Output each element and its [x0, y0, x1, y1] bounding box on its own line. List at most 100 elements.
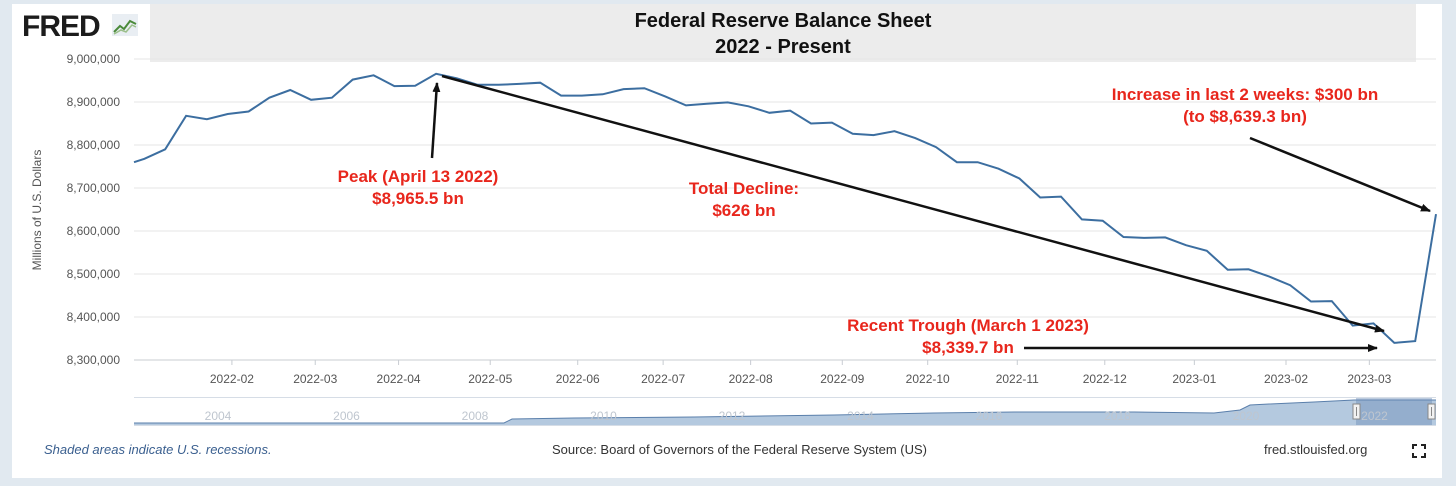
- data-point[interactable]: [601, 92, 605, 96]
- x-axis-ticks: 2022-02 2022-03 2022-04 2022-05 2022-06 2022-…: [210, 360, 1392, 386]
- trend-chart-icon: [112, 14, 138, 36]
- data-point[interactable]: [809, 121, 813, 125]
- x-tick-label: 2022-05: [468, 372, 512, 386]
- data-point[interactable]: [934, 145, 938, 149]
- navigator-year-label: 2006: [333, 409, 360, 423]
- navigator-year-label: 2014: [847, 409, 874, 423]
- data-point[interactable]: [1184, 243, 1188, 247]
- data-point[interactable]: [996, 166, 1000, 170]
- annotation-decline-line1: Total Decline:: [689, 179, 799, 198]
- increase-arrow: [1249, 136, 1431, 213]
- navigator-year-labels: 2004 2006 2008 2010 2012 2014 2016 2018 2020 2022: [205, 409, 1389, 423]
- data-point[interactable]: [288, 88, 292, 92]
- data-point[interactable]: [851, 132, 855, 136]
- x-tick-label: 2022-12: [1083, 372, 1127, 386]
- fred-logo[interactable]: FRED: [22, 10, 101, 43]
- data-point[interactable]: [975, 160, 979, 164]
- data-point[interactable]: [538, 80, 542, 84]
- chart-title-line2: 2022 - Present: [715, 36, 851, 58]
- data-point[interactable]: [205, 117, 209, 121]
- data-point[interactable]: [142, 157, 146, 161]
- data-point[interactable]: [434, 72, 438, 76]
- data-point[interactable]: [1330, 299, 1334, 303]
- data-point[interactable]: [913, 136, 917, 140]
- data-point[interactable]: [559, 93, 563, 97]
- navigator-selected-range[interactable]: [1356, 398, 1432, 425]
- data-point[interactable]: [226, 112, 230, 116]
- data-point[interactable]: [705, 102, 709, 106]
- navigator-year-label: 2008: [462, 409, 489, 423]
- data-point[interactable]: [413, 83, 417, 87]
- data-point[interactable]: [1100, 218, 1104, 222]
- y-axis-ticks: 8,300,000 8,400,000 8,500,000 8,600,000 8,70…: [67, 52, 121, 367]
- data-point[interactable]: [871, 133, 875, 137]
- data-point[interactable]: [955, 160, 959, 164]
- data-point[interactable]: [663, 94, 667, 98]
- data-point[interactable]: [892, 129, 896, 133]
- data-point[interactable]: [767, 111, 771, 115]
- range-navigator[interactable]: 2004 2006 2008 2010 2012 2014 2016 2018 2020 2022: [134, 397, 1436, 426]
- x-tick-label: 2022-11: [996, 372, 1039, 386]
- annotation-increase-line1: Increase in last 2 weeks: $300 bn: [1112, 85, 1378, 104]
- line-chart: 8,300,000 8,400,000 8,500,000 8,600,000 8,70…: [30, 52, 1438, 386]
- data-point[interactable]: [163, 147, 167, 151]
- data-point[interactable]: [642, 86, 646, 90]
- data-point[interactable]: [309, 98, 313, 102]
- data-point[interactable]: [1267, 274, 1271, 278]
- data-point[interactable]: [1121, 235, 1125, 239]
- chart-title: Federal Reserve Balance Sheet 2022 - Pre…: [150, 4, 1416, 62]
- annotation-trough-line2: $8,339.7 bn: [922, 338, 1014, 357]
- data-point[interactable]: [517, 82, 521, 86]
- navigator-year-label: 2022: [1361, 409, 1388, 423]
- data-point[interactable]: [267, 96, 271, 100]
- data-point[interactable]: [1434, 212, 1438, 216]
- y-tick-label: 9,000,000: [67, 52, 121, 66]
- data-point[interactable]: [1288, 283, 1292, 287]
- data-point[interactable]: [392, 84, 396, 88]
- x-tick-label: 2022-07: [641, 372, 685, 386]
- data-point[interactable]: [830, 120, 834, 124]
- data-point[interactable]: [621, 87, 625, 91]
- data-point[interactable]: [1080, 217, 1084, 221]
- series-line: [133, 72, 1437, 344]
- x-tick-label: 2023-01: [1172, 372, 1216, 386]
- data-point[interactable]: [184, 114, 188, 118]
- data-point[interactable]: [1017, 176, 1021, 180]
- data-point[interactable]: [746, 104, 750, 108]
- data-point[interactable]: [330, 96, 334, 100]
- data-point[interactable]: [1392, 341, 1396, 345]
- data-point[interactable]: [1371, 321, 1375, 325]
- y-axis-label: Millions of U.S. Dollars: [30, 150, 44, 271]
- navigator-year-label: 2020: [1233, 409, 1260, 423]
- y-tick-label: 8,800,000: [67, 138, 121, 152]
- data-point[interactable]: [371, 73, 375, 77]
- data-point[interactable]: [246, 109, 250, 113]
- data-point[interactable]: [1205, 249, 1209, 253]
- data-point[interactable]: [1309, 299, 1313, 303]
- x-tick-label: 2022-02: [210, 372, 254, 386]
- data-point[interactable]: [788, 108, 792, 112]
- data-point[interactable]: [726, 100, 730, 104]
- peak-arrow: [430, 82, 441, 159]
- fullscreen-icon[interactable]: [1412, 444, 1426, 458]
- data-point[interactable]: [1413, 339, 1417, 343]
- data-point[interactable]: [1225, 268, 1229, 272]
- gridlines: [134, 58, 1436, 361]
- y-tick-label: 8,700,000: [67, 181, 121, 195]
- data-point[interactable]: [580, 93, 584, 97]
- y-tick-label: 8,300,000: [67, 353, 121, 367]
- x-tick-label: 2022-03: [293, 372, 337, 386]
- x-tick-label: 2023-03: [1347, 372, 1391, 386]
- data-point[interactable]: [684, 103, 688, 107]
- data-point[interactable]: [1163, 235, 1167, 239]
- data-point[interactable]: [1038, 195, 1042, 199]
- x-tick-label: 2022-04: [377, 372, 421, 386]
- navigator-year-label: 2004: [205, 409, 232, 423]
- data-point[interactable]: [351, 77, 355, 81]
- data-point[interactable]: [496, 83, 500, 87]
- site-link[interactable]: fred.stlouisfed.org: [1264, 442, 1368, 457]
- data-point[interactable]: [132, 160, 136, 164]
- data-point[interactable]: [1142, 236, 1146, 240]
- data-point[interactable]: [1246, 267, 1250, 271]
- data-point[interactable]: [1059, 194, 1063, 198]
